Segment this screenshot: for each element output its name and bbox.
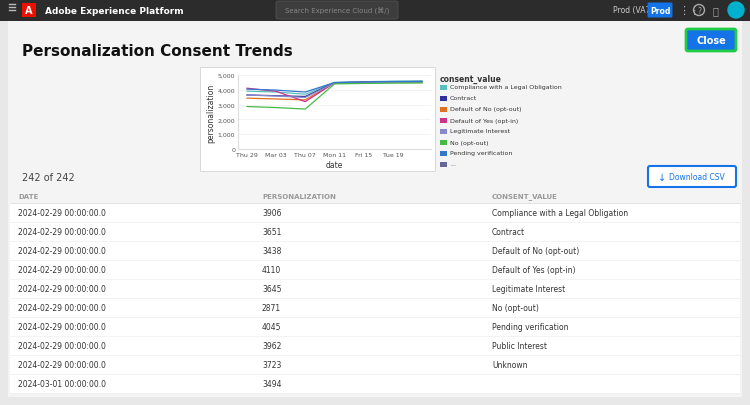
Text: 3438: 3438 [262, 246, 281, 256]
Bar [0, 0, 750, 22]
Bar [10, 317, 740, 336]
Bar [10, 222, 740, 241]
Text: 3494: 3494 [262, 379, 281, 388]
Bar [440, 97, 447, 102]
FancyBboxPatch shape [686, 30, 736, 52]
Text: Legitimate Interest: Legitimate Interest [450, 129, 510, 134]
Text: 2024-02-29 00:00:00.0: 2024-02-29 00:00:00.0 [18, 322, 106, 331]
Text: DATE: DATE [18, 194, 38, 200]
Text: CONSENT_VALUE: CONSENT_VALUE [492, 193, 558, 200]
Text: 🔔: 🔔 [712, 6, 718, 16]
Text: No (opt-out): No (opt-out) [450, 140, 488, 145]
Text: Contract: Contract [450, 96, 477, 101]
Circle shape [728, 3, 744, 19]
Text: Prod (VA7): Prod (VA7) [613, 6, 653, 15]
Bar [440, 119, 447, 124]
Text: Personalization Consent Trends: Personalization Consent Trends [22, 45, 292, 60]
Bar [10, 298, 740, 317]
Text: 2024-02-29 00:00:00.0: 2024-02-29 00:00:00.0 [18, 360, 106, 369]
Text: ↓: ↓ [658, 172, 666, 182]
Bar [440, 130, 447, 135]
Bar [440, 108, 447, 113]
Bar [200, 68, 435, 172]
Text: 2024-02-29 00:00:00.0: 2024-02-29 00:00:00.0 [18, 284, 106, 293]
Text: Close: Close [696, 36, 726, 46]
Bar [10, 336, 740, 355]
Text: 3723: 3723 [262, 360, 281, 369]
Text: A: A [26, 6, 33, 16]
Bar [10, 279, 740, 298]
Text: Compliance with a Legal Obligation: Compliance with a Legal Obligation [450, 85, 562, 90]
Text: Download CSV: Download CSV [669, 173, 724, 181]
Bar [440, 141, 447, 146]
Bar [22, 4, 36, 18]
Text: 2871: 2871 [262, 303, 281, 312]
Bar [440, 151, 447, 157]
Text: 3962: 3962 [262, 341, 281, 350]
Text: Default of No (opt-out): Default of No (opt-out) [492, 246, 579, 256]
FancyBboxPatch shape [647, 4, 673, 19]
Text: 2024-02-29 00:00:00.0: 2024-02-29 00:00:00.0 [18, 246, 106, 256]
Text: 3645: 3645 [262, 284, 281, 293]
Bar [10, 374, 740, 393]
Text: Default of Yes (opt-in): Default of Yes (opt-in) [492, 265, 575, 274]
FancyBboxPatch shape [276, 2, 398, 20]
Text: 2024-03-01 00:00:00.0: 2024-03-01 00:00:00.0 [18, 379, 106, 388]
Text: Search Experience Cloud (⌘/): Search Experience Cloud (⌘/) [285, 7, 389, 15]
Text: 2024-02-29 00:00:00.0: 2024-02-29 00:00:00.0 [18, 265, 106, 274]
Bar [440, 162, 447, 168]
Text: 3906: 3906 [262, 209, 281, 217]
Text: Pending verification: Pending verification [450, 151, 512, 156]
Text: ⋮⋮: ⋮⋮ [678, 6, 700, 16]
Text: ...: ... [450, 162, 456, 167]
Text: Pending verification: Pending verification [492, 322, 568, 331]
FancyBboxPatch shape [648, 166, 736, 188]
Text: Adobe Experience Platform: Adobe Experience Platform [45, 6, 184, 15]
Text: Public Interest: Public Interest [492, 341, 547, 350]
Text: Compliance with a Legal Obligation: Compliance with a Legal Obligation [492, 209, 628, 217]
Text: Prod: Prod [650, 6, 670, 15]
Y-axis label: personalization: personalization [206, 83, 214, 142]
Text: 2024-02-29 00:00:00.0: 2024-02-29 00:00:00.0 [18, 209, 106, 217]
Text: No (opt-out): No (opt-out) [492, 303, 538, 312]
Text: Default of Yes (opt-in): Default of Yes (opt-in) [450, 118, 518, 123]
Text: 242 of 242: 242 of 242 [22, 173, 75, 183]
Text: Legitimate Interest: Legitimate Interest [492, 284, 566, 293]
Text: Default of No (opt-out): Default of No (opt-out) [450, 107, 521, 112]
Bar [440, 86, 447, 91]
Text: 2024-02-29 00:00:00.0: 2024-02-29 00:00:00.0 [18, 228, 106, 237]
Bar [10, 190, 740, 203]
Text: consent_value: consent_value [440, 75, 502, 84]
Text: 4110: 4110 [262, 265, 281, 274]
Bar [10, 260, 740, 279]
Text: ?: ? [697, 6, 701, 15]
Bar [10, 203, 740, 222]
Text: 4045: 4045 [262, 322, 281, 331]
Text: Unknown: Unknown [492, 360, 527, 369]
Text: 3651: 3651 [262, 228, 281, 237]
Text: 2024-02-29 00:00:00.0: 2024-02-29 00:00:00.0 [18, 303, 106, 312]
Bar [10, 355, 740, 374]
Text: 2024-02-29 00:00:00.0: 2024-02-29 00:00:00.0 [18, 341, 106, 350]
Text: Contract: Contract [492, 228, 525, 237]
Text: PERSONALIZATION: PERSONALIZATION [262, 194, 336, 200]
X-axis label: date: date [326, 160, 344, 169]
Bar [10, 241, 740, 260]
